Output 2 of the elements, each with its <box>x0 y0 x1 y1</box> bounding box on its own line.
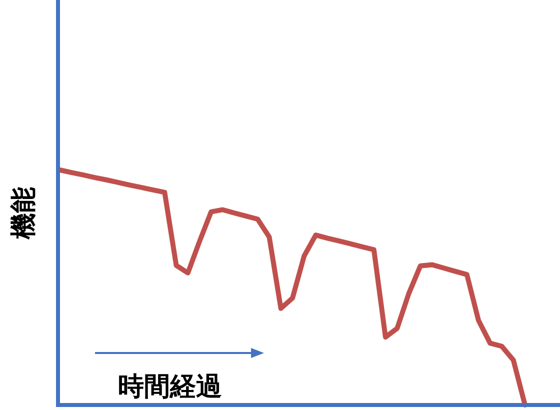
x-axis-title: 時間経過 <box>118 372 222 402</box>
y-axis-title: 機能 <box>9 187 39 240</box>
